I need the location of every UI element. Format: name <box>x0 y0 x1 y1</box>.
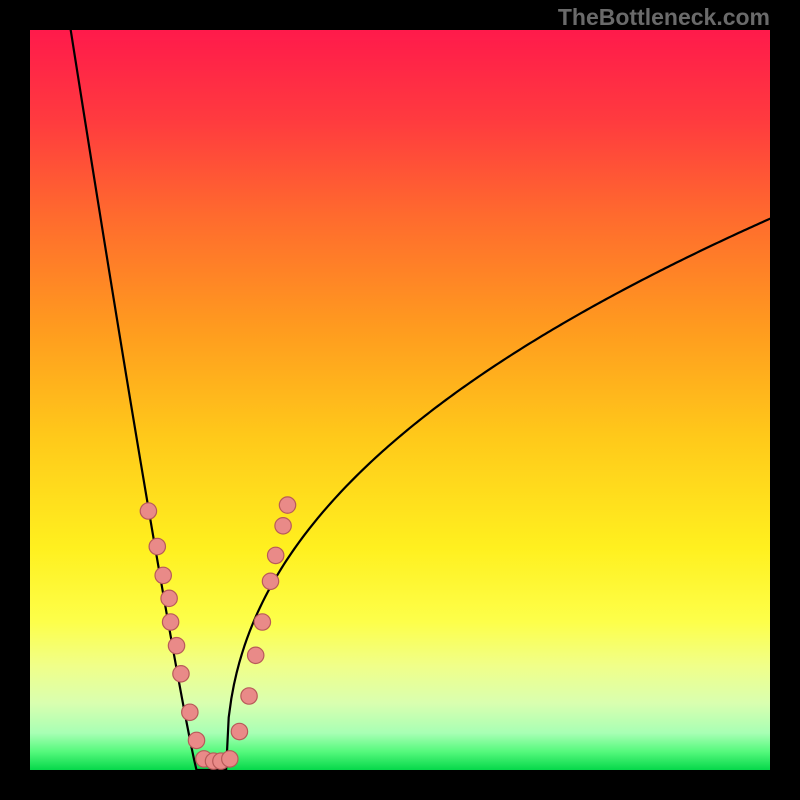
marker-dot <box>140 503 156 519</box>
marker-dot <box>182 704 198 720</box>
chart-svg <box>30 30 770 770</box>
marker-dot <box>248 647 264 663</box>
watermark-text: TheBottleneck.com <box>558 4 770 31</box>
marker-dot <box>231 723 247 739</box>
gradient-bg <box>30 30 770 770</box>
marker-dot <box>254 614 270 630</box>
marker-dot <box>262 573 278 589</box>
marker-dot <box>241 688 257 704</box>
marker-dot <box>279 497 295 513</box>
marker-dot <box>155 567 171 583</box>
marker-dot <box>267 547 283 563</box>
marker-dot <box>161 590 177 606</box>
marker-dot <box>168 637 184 653</box>
marker-dot <box>149 538 165 554</box>
marker-dot <box>173 666 189 682</box>
marker-dot <box>162 614 178 630</box>
marker-dot <box>222 751 238 767</box>
marker-dot <box>188 732 204 748</box>
marker-dot <box>275 518 291 534</box>
canvas: TheBottleneck.com <box>0 0 800 800</box>
plot-area <box>30 30 770 770</box>
